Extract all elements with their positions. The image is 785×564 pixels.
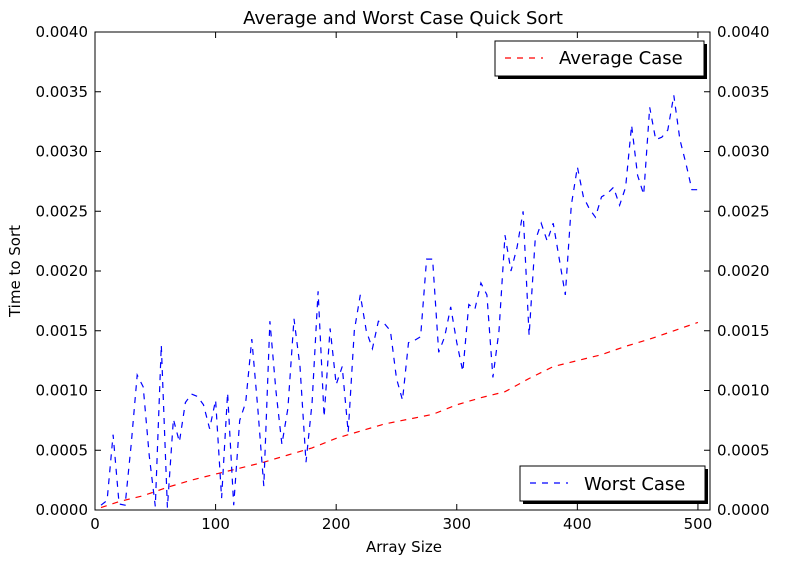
y-tick-label: 0.0020	[36, 262, 89, 280]
y-tick-label-right: 0.0020	[717, 262, 770, 280]
y-tick-label-right: 0.0000	[717, 501, 770, 519]
x-tick-label: 100	[201, 515, 230, 533]
x-tick-label: 400	[563, 515, 592, 533]
y-tick-label: 0.0000	[36, 501, 89, 519]
y-tick-label: 0.0015	[36, 322, 89, 340]
y-tick-label: 0.0025	[36, 202, 89, 220]
y-tick-label-right: 0.0030	[717, 143, 770, 161]
y-tick-label-right: 0.0015	[717, 322, 770, 340]
y-tick-label: 0.0030	[36, 143, 89, 161]
y-tick-label-right: 0.0040	[717, 23, 770, 41]
legend-worst-label: Worst Case	[584, 474, 685, 495]
y-tick-label: 0.0005	[36, 441, 89, 459]
y-tick-label: 0.0040	[36, 23, 89, 41]
x-tick-label: 300	[442, 515, 471, 533]
series-line-worst-case	[100, 95, 698, 508]
y-axis-title: Time to Sort	[6, 225, 24, 318]
y-tick-label-right: 0.0010	[717, 382, 770, 400]
x-tick-label: 200	[322, 515, 351, 533]
y-tick-label: 0.0010	[36, 382, 89, 400]
y-tick-label-right: 0.0005	[717, 441, 770, 459]
x-axis-title: Array Size	[366, 538, 442, 556]
series-line-average-case	[100, 321, 699, 509]
x-tick-label: 500	[684, 515, 713, 533]
legend-average: Average Case	[494, 40, 707, 79]
y-tick-label-right: 0.0035	[717, 83, 770, 101]
chart-title: Average and Worst Case Quick Sort	[243, 8, 563, 29]
legend-worst: Worst Case	[519, 465, 708, 504]
plot-area	[94, 31, 711, 511]
plot-lines	[100, 95, 699, 509]
y-tick-label-right: 0.0025	[717, 202, 770, 220]
y-tick-label: 0.0035	[36, 83, 89, 101]
x-tick-label: 0	[90, 515, 100, 533]
legend-average-label: Average Case	[559, 48, 683, 69]
